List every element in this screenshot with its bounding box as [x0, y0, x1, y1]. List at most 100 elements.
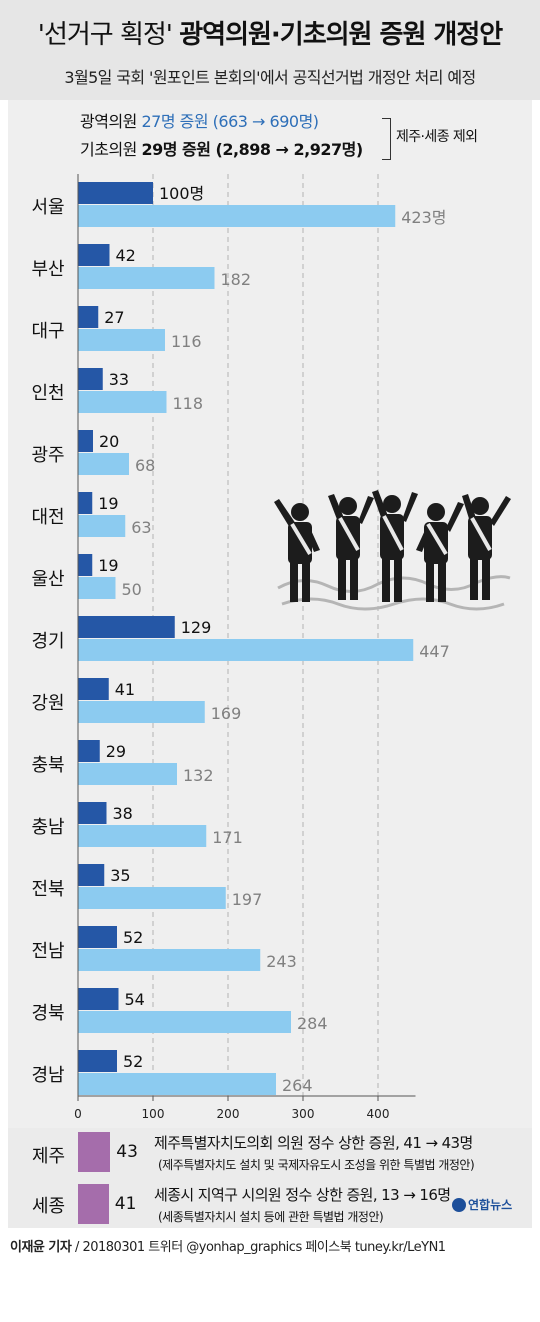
bars [78, 182, 414, 1095]
category-label: 경남 [31, 1065, 64, 1086]
bar-provincial [78, 988, 119, 1010]
value-label-basic: 182 [221, 270, 252, 289]
sejong-desc: 세종시 지역구 시의원 정수 상한 증원, 13 → 16명 [154, 1186, 451, 1204]
summary-basic-value: 29명 증원 (2,898 → 2,927명) [141, 140, 363, 159]
value-label-basic: 169 [211, 704, 242, 723]
value-label-basic: 68 [135, 456, 155, 475]
bar-basic [78, 763, 177, 785]
value-label-provincial: 42 [116, 246, 136, 265]
bar-basic [78, 391, 167, 413]
summary-note: 제주·세종 제외 [396, 129, 478, 145]
jeju-value: 43 [116, 1142, 138, 1162]
category-label: 강원 [31, 693, 64, 714]
summary-provincial: 광역의원 27명 증원 (663 → 690명) [80, 108, 363, 136]
summary-provincial-value: 27명 증원 (663 → 690명) [141, 112, 319, 131]
bar-basic [78, 267, 215, 289]
value-label-basic: 423명 [401, 208, 446, 227]
value-label-provincial: 29 [106, 742, 126, 761]
bar-basic [78, 1011, 291, 1033]
value-label-basic: 50 [122, 580, 142, 599]
category-label: 인천 [31, 383, 64, 404]
bar-provincial [78, 802, 107, 824]
summary-box: 광역의원 27명 증원 (663 → 690명) 기초의원 29명 증원 (2,… [80, 108, 363, 164]
value-label-provincial: 27 [104, 308, 124, 327]
value-label-provincial: 41 [115, 680, 135, 699]
credit-footer: 이재윤 기자 / 20180301 트위터 @yonhap_graphics 페… [10, 1236, 446, 1255]
category-label: 대전 [31, 507, 64, 528]
value-label-basic: 197 [232, 890, 263, 909]
sejong-name: 세종 [32, 1196, 66, 1217]
yonhap-logo-icon [452, 1198, 466, 1212]
x-tick-label: 0 [74, 1107, 82, 1121]
bar-basic [78, 453, 129, 475]
bar-basic [78, 887, 226, 909]
bar-basic [78, 329, 165, 351]
bar-basic [78, 515, 126, 537]
category-label: 충남 [31, 817, 64, 838]
value-label-provincial: 54 [125, 990, 145, 1009]
value-label-provincial: 52 [123, 1052, 143, 1071]
sejong-sub: (세종특별자치시 설치 등에 관한 특별법 개정안) [158, 1210, 384, 1224]
value-label-basic: 132 [183, 766, 214, 785]
bar-provincial [78, 306, 99, 328]
category-label: 전북 [31, 879, 64, 900]
x-tick-label: 100 [142, 1107, 165, 1121]
category-label: 광주 [31, 445, 64, 466]
category-label: 전남 [31, 941, 64, 962]
value-label-basic: 243 [266, 952, 297, 971]
value-label-provincial: 35 [110, 866, 130, 885]
page-title: '선거구 획정' 광역의원·기초의원 증원 개정안 [0, 14, 540, 51]
category-label: 경기 [31, 631, 64, 652]
category-label: 부산 [31, 259, 64, 280]
value-label-provincial: 100명 [159, 184, 204, 203]
value-label-basic: 447 [419, 642, 450, 661]
bar-basic [78, 1073, 276, 1095]
value-label-provincial: 129 [181, 618, 212, 637]
value-label-provincial: 19 [98, 556, 118, 575]
summary-provincial-label: 광역의원 [80, 112, 137, 131]
logo-text: 연합뉴스 [468, 1198, 513, 1212]
value-label-provincial: 19 [98, 494, 118, 513]
value-label-basic: 284 [297, 1014, 328, 1033]
bar-provincial [78, 554, 93, 576]
category-label: 경북 [31, 1003, 64, 1024]
bar-provincial [78, 368, 103, 390]
bar-provincial [78, 244, 110, 266]
credit-details: / 20180301 트위터 @yonhap_graphics 페이스북 tun… [71, 1240, 446, 1255]
credit-reporter: 이재윤 기자 [10, 1240, 72, 1255]
summary-basic: 기초의원 29명 증원 (2,898 → 2,927명) [80, 136, 363, 164]
value-label-provincial: 33 [109, 370, 129, 389]
bar-provincial [78, 926, 117, 948]
bar-basic [78, 639, 414, 661]
bar-provincial [78, 492, 93, 514]
value-label-basic: 171 [212, 828, 243, 847]
jeju-name: 제주 [32, 1146, 66, 1167]
bar-basic [78, 825, 207, 847]
bar-provincial [78, 740, 100, 762]
x-tick-label: 300 [292, 1107, 315, 1121]
x-axis: 0 100 200 300 400 [74, 174, 416, 1121]
value-label-provincial: 20 [99, 432, 119, 451]
bar-provincial [78, 182, 153, 204]
category-label: 대구 [31, 321, 64, 342]
summary-basic-label: 기초의원 [80, 140, 137, 159]
bar-basic [78, 577, 116, 599]
campaigners-illustration [274, 490, 511, 611]
bar-basic [78, 701, 205, 723]
value-label-provincial: 38 [113, 804, 133, 823]
bar-provincial [78, 678, 109, 700]
x-tick-label: 400 [367, 1107, 390, 1121]
jeju-sub: (제주특별자치도 설치 및 국제자유도시 조성을 위한 특별법 개정안) [158, 1158, 475, 1172]
bar-provincial [78, 1050, 117, 1072]
summary-bracket [382, 118, 391, 160]
sejong-bar [78, 1184, 109, 1224]
bar-provincial [78, 864, 105, 886]
title-main: 광역의원·기초의원 증원 개정안 [179, 20, 503, 50]
page-subtitle: 3월5일 국회 '원포인트 본회의'에서 공직선거법 개정안 처리 예정 [64, 68, 476, 87]
jeju-bar [78, 1132, 111, 1172]
x-tick-label: 200 [217, 1107, 240, 1121]
yonhap-logo: 연합뉴스 [452, 1196, 512, 1213]
bar-basic [78, 949, 261, 971]
